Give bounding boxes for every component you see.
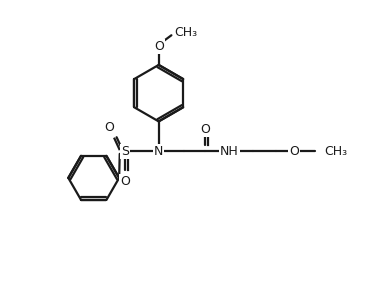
Text: CH₃: CH₃ xyxy=(324,145,347,158)
Text: O: O xyxy=(200,123,210,137)
Text: O: O xyxy=(120,175,130,188)
Text: O: O xyxy=(154,40,164,53)
Text: O: O xyxy=(104,121,114,134)
Text: S: S xyxy=(121,145,129,158)
Text: CH₃: CH₃ xyxy=(174,26,197,39)
Text: N: N xyxy=(154,145,163,158)
Text: NH: NH xyxy=(220,145,239,158)
Text: O: O xyxy=(289,145,299,158)
